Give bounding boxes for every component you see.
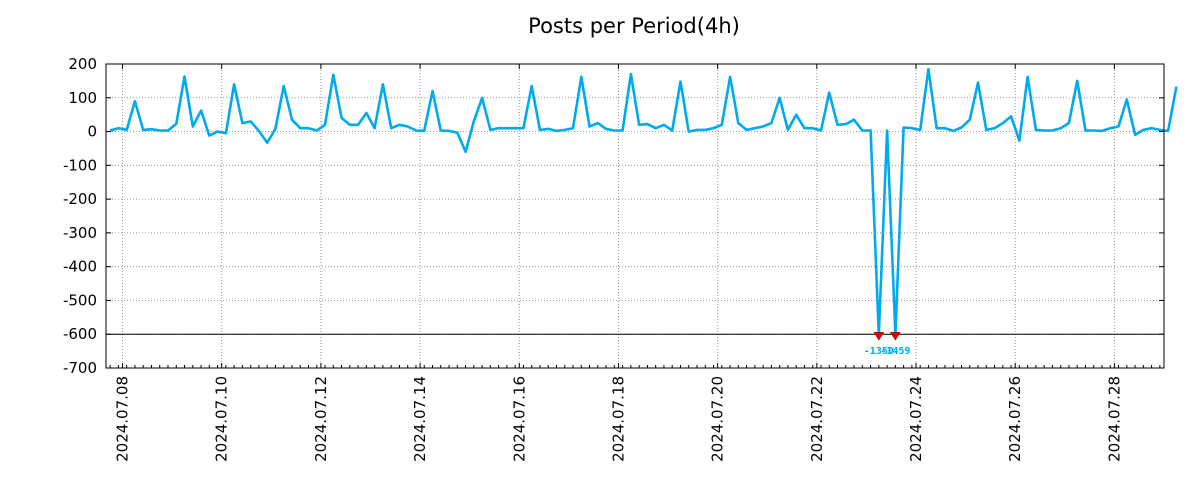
series-line <box>109 67 1178 336</box>
x-tick-label: 2024.07.28 <box>1105 376 1123 462</box>
y-tick-label: -600 <box>63 325 97 343</box>
chart-title: Posts per Period(4h) <box>528 14 740 38</box>
grid-lines <box>106 63 1164 369</box>
x-tick-label: 2024.07.14 <box>411 376 429 462</box>
y-tick-label: -700 <box>63 359 97 377</box>
y-tick-label: -500 <box>63 291 97 309</box>
clipped-marker <box>889 331 901 341</box>
x-tick-label: 2024.07.26 <box>1006 376 1024 462</box>
plot-border <box>105 63 1165 369</box>
y-tick-label: -100 <box>63 156 97 174</box>
clipped-marker <box>873 331 885 341</box>
y-tick-label: -300 <box>63 224 97 242</box>
y-tick-label: -200 <box>63 190 97 208</box>
y-tick-label: 200 <box>68 55 97 73</box>
x-tick-label: 2024.07.20 <box>709 376 727 462</box>
tick-labels: 200 100 0 -100 -200 -300 -400 -500 -600 -700 2024.… <box>63 55 1123 462</box>
x-tick-label: 2024.07.10 <box>213 376 231 462</box>
x-tick-label: 2024.07.18 <box>609 376 627 462</box>
x-tick-label: 2024.07.22 <box>808 376 826 462</box>
x-tick-label: 2024.07.08 <box>114 376 132 462</box>
y-tick-label: -400 <box>63 258 97 276</box>
x-tick-label: 2024.07.16 <box>510 376 528 462</box>
clipped-markers: -1350-1459 <box>864 331 910 357</box>
x-tick-label: 2024.07.12 <box>312 376 330 462</box>
clipped-value-label: -1459 <box>880 346 910 357</box>
clipped-value-label: -1350 <box>864 346 894 357</box>
y-tick-label: 0 <box>87 123 97 141</box>
axes <box>105 63 1165 369</box>
x-tick-label: 2024.07.24 <box>907 376 925 462</box>
series-layer <box>109 67 1178 336</box>
y-tick-label: 100 <box>68 89 97 107</box>
